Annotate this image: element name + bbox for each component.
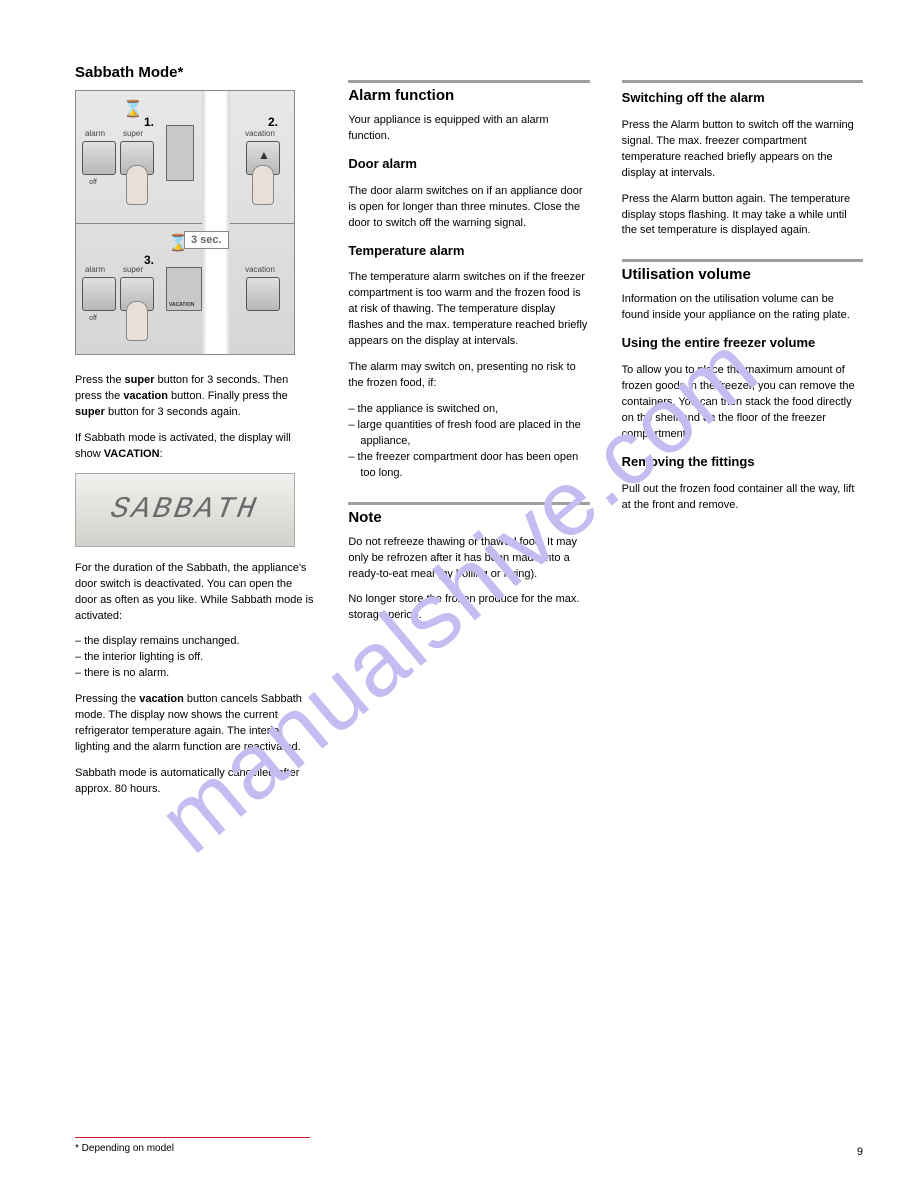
alarm-button-2	[82, 277, 116, 311]
vacation-bold-2: vacation	[139, 693, 184, 705]
door-alarm-heading: Door alarm	[348, 155, 589, 174]
illus-panel-bottom: ⌛ 3 sec. 3. alarm super VACATION vacatio…	[76, 223, 294, 355]
vacation-label-1: vacation	[235, 129, 285, 138]
li-door-open: the freezer compartment door has been op…	[348, 450, 589, 482]
up-arrow-icon: ▲	[258, 148, 270, 162]
alarm-causes-list: the appliance is switched on, large quan…	[348, 402, 589, 482]
p-activated: If Sabbath mode is activated, the displa…	[75, 431, 316, 463]
finger-1	[126, 165, 148, 205]
footnote: * Depending on model	[75, 1143, 174, 1154]
off-label-2: off	[76, 315, 118, 322]
t: :	[160, 448, 163, 460]
vacation-bold: vacation	[123, 390, 168, 402]
sec-note: Note	[348, 502, 589, 527]
duration-popup: 3 sec.	[184, 231, 229, 249]
p-entire-volume: To allow you to place the maximum amount…	[622, 363, 863, 443]
control-panel-illustration: ⌛ 1. alarm super off 2. vacation ▲	[75, 90, 295, 355]
page-number: 9	[857, 1146, 863, 1158]
footnote-rule	[75, 1137, 310, 1138]
lcd-text: SABBATH	[108, 493, 261, 527]
t: Press the	[75, 374, 125, 386]
column-1: Sabbath Mode* ⌛ 1. alarm super off 2. va…	[75, 60, 316, 808]
li-lighting: the interior lighting is off.	[75, 650, 316, 666]
display-area-1	[166, 125, 194, 181]
p-util: Information on the utilisation volume ca…	[622, 292, 863, 324]
sec-util: Utilisation volume	[622, 259, 863, 284]
finger-3	[126, 301, 148, 341]
display-area-2: VACATION	[166, 267, 202, 311]
p-switch-off-2: Press the Alarm button again. The temper…	[622, 192, 863, 240]
p-cancel: Pressing the vacation button cancels Sab…	[75, 692, 316, 756]
off-label: off	[76, 179, 118, 186]
alarm-title: Alarm function	[348, 87, 589, 105]
super-bold: super	[125, 374, 155, 386]
lcd-display: SABBATH	[75, 473, 295, 547]
li-alarm: there is no alarm.	[75, 666, 316, 682]
finger-2	[252, 165, 274, 205]
tear-top	[204, 91, 228, 223]
alarm-button	[82, 141, 116, 175]
p-removing: Pull out the frozen food container all t…	[622, 482, 863, 514]
t: Pressing the	[75, 693, 139, 705]
vacation-caps: VACATION	[104, 448, 160, 460]
li-display: the display remains unchanged.	[75, 634, 316, 650]
column-2: Alarm function Your appliance is equippe…	[348, 60, 589, 808]
sec-switch-off: Switching off the alarm	[622, 80, 863, 108]
super-bold-2: super	[75, 406, 105, 418]
sabbath-title: Sabbath Mode*	[75, 64, 316, 82]
p-door-switch: For the duration of the Sabbath, the app…	[75, 561, 316, 625]
li-switched-on: the appliance is switched on,	[348, 402, 589, 418]
sec-alarm: Alarm function	[348, 80, 589, 105]
p-temp-alarm-2: The alarm may switch on, presenting no r…	[348, 360, 589, 392]
super-label-1: super	[108, 129, 158, 138]
util-title: Utilisation volume	[622, 266, 863, 284]
hourglass-icon: ⌛	[123, 99, 143, 119]
sabbath-effects-list: the display remains unchanged. the inter…	[75, 634, 316, 682]
li-large-qty: large quantities of fresh food are place…	[348, 418, 589, 450]
p-note-1: Do not refreeze thawing or thawed food. …	[348, 535, 589, 583]
removing-fittings-heading: Removing the fittings	[622, 453, 863, 472]
vacation-small-text: VACATION	[169, 302, 194, 308]
page: Sabbath Mode* ⌛ 1. alarm super off 2. va…	[0, 0, 918, 1188]
p-auto-cancel: Sabbath mode is automatically cancelled …	[75, 766, 316, 798]
vacation-label-2: vacation	[235, 265, 285, 274]
p-switch-off-1: Press the Alarm button to switch off the…	[622, 118, 863, 182]
p-door-alarm: The door alarm switches on if an applian…	[348, 184, 589, 232]
column-3: Switching off the alarm Press the Alarm …	[622, 60, 863, 808]
p-note-2: No longer store the frozen produce for t…	[348, 592, 589, 624]
illus-panel-top: ⌛ 1. alarm super off 2. vacation ▲	[76, 91, 294, 223]
p-alarm-intro: Your appliance is equipped with an alarm…	[348, 113, 589, 145]
step-2: 2.	[268, 115, 278, 129]
entire-volume-heading: Using the entire freezer volume	[622, 334, 863, 353]
super-label-2: super	[108, 265, 158, 274]
p-instructions: Press the super button for 3 seconds. Th…	[75, 373, 316, 421]
t: button for 3 seconds again.	[105, 406, 241, 418]
columns: Sabbath Mode* ⌛ 1. alarm super off 2. va…	[75, 60, 863, 808]
p-temp-alarm-1: The temperature alarm switches on if the…	[348, 270, 589, 350]
note-title: Note	[348, 509, 589, 527]
t: button. Finally press the	[168, 390, 288, 402]
temp-alarm-heading: Temperature alarm	[348, 242, 589, 261]
vacation-button-2	[246, 277, 280, 311]
step-1: 1.	[144, 115, 154, 129]
switch-off-heading: Switching off the alarm	[622, 87, 863, 108]
